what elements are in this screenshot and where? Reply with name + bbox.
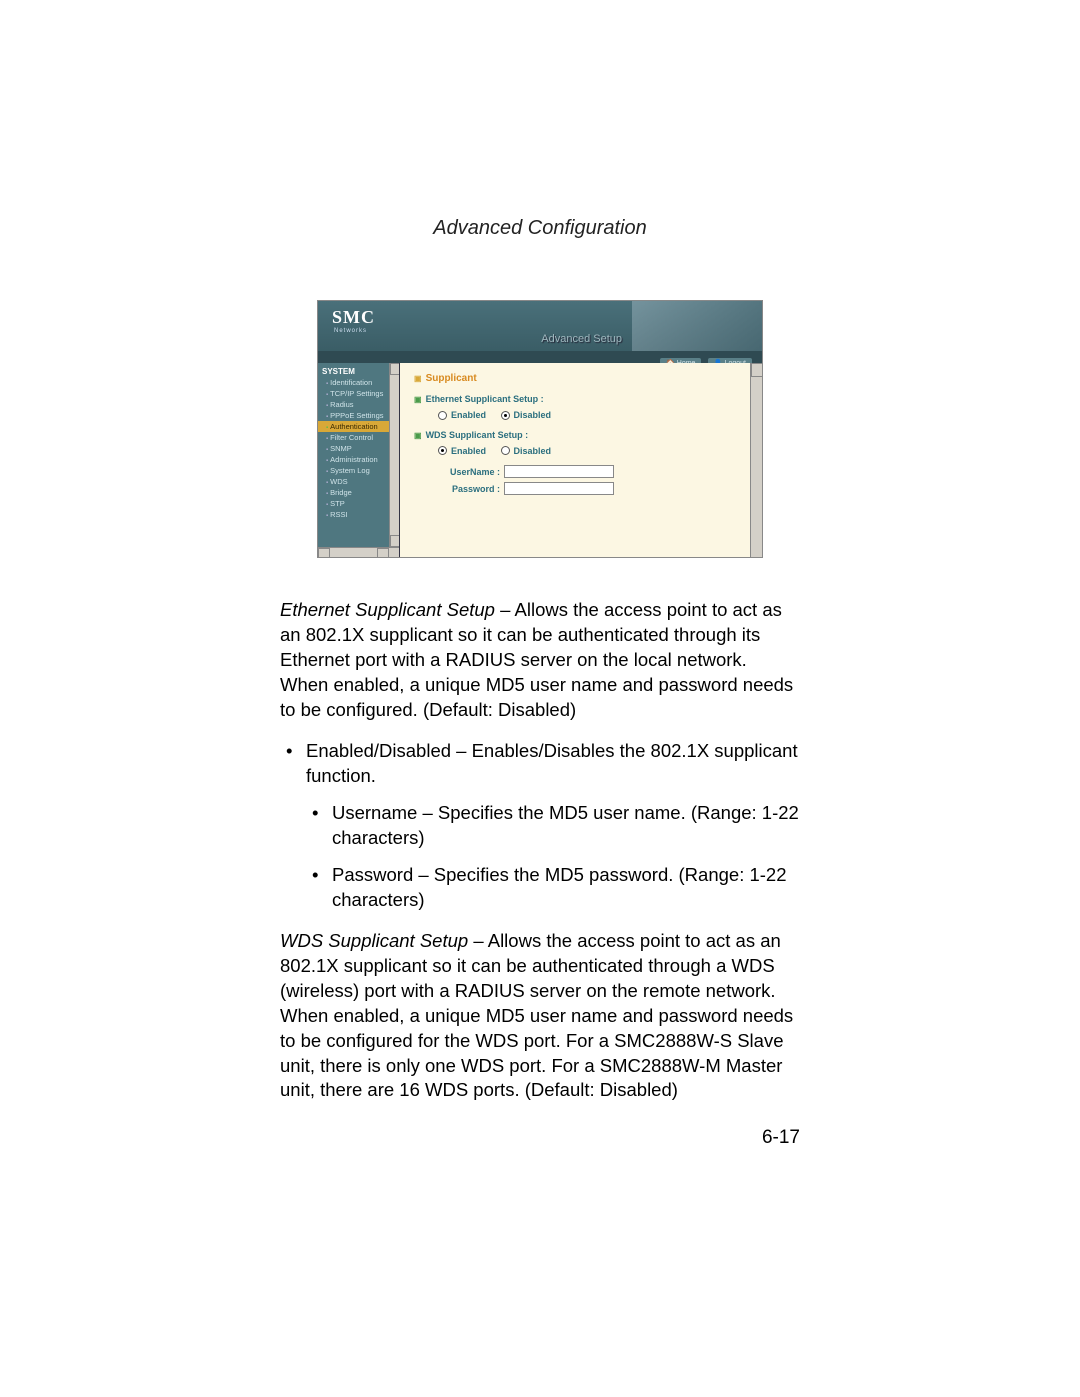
sidebar-item-systemlog[interactable]: System Log [318, 465, 399, 476]
sidebar-item-administration[interactable]: Administration [318, 454, 399, 465]
paragraph-ethernet: Ethernet Supplicant Setup – Allows the a… [280, 598, 800, 723]
brand-subtitle: Networks [318, 328, 375, 334]
sidebar-item-stp[interactable]: STP [318, 498, 399, 509]
sidebar-item-tcpip[interactable]: TCP/IP Settings [318, 388, 399, 399]
bullet-enabled-disabled: Enabled/Disabled – Enables/Disables the … [306, 739, 800, 913]
content-scrollbar-vertical[interactable] [750, 363, 762, 557]
app-header: SMC Networks Advanced Setup [318, 301, 762, 351]
paragraph-wds: WDS Supplicant Setup – Allows the access… [280, 929, 800, 1104]
sidebar-item-radius[interactable]: Radius [318, 399, 399, 410]
page-number: 6-17 [280, 1127, 800, 1149]
sidebar-item-authentication[interactable]: Authentication [318, 421, 399, 432]
content-pane: Supplicant Ethernet Supplicant Setup : E… [400, 363, 762, 557]
sidebar-item-rssi[interactable]: RSSI [318, 509, 399, 520]
sidebar: SYSTEM Identification TCP/IP Settings Ra… [318, 363, 400, 557]
sidebar-item-identification[interactable]: Identification [318, 377, 399, 388]
ethernet-lead: Ethernet Supplicant Setup [280, 599, 495, 620]
wds-radio-row: Enabled Disabled [438, 446, 748, 458]
radio-icon [501, 411, 510, 420]
bullet-username: Username – Specifies the MD5 user name. … [332, 801, 800, 851]
sidebar-item-pppoe[interactable]: PPPoE Settings [318, 410, 399, 421]
page-header: Advanced Configuration [280, 217, 800, 240]
sidebar-item-wds[interactable]: WDS [318, 476, 399, 487]
brand-logo: SMC [318, 301, 375, 328]
wds-body: – Allows the access point to act as an 8… [280, 930, 793, 1101]
ethernet-disabled-label: Disabled [514, 410, 552, 420]
ethernet-enabled-label: Enabled [451, 410, 486, 420]
sidebar-item-bridge[interactable]: Bridge [318, 487, 399, 498]
ethernet-radio-row: Enabled Disabled [438, 410, 748, 422]
username-input[interactable] [504, 465, 614, 478]
username-row: UserName : [438, 465, 748, 478]
sidebar-item-filter[interactable]: Filter Control [318, 432, 399, 443]
sidebar-item-snmp[interactable]: SNMP [318, 443, 399, 454]
wds-enabled-option[interactable]: Enabled [438, 446, 486, 456]
wds-disabled-label: Disabled [514, 446, 552, 456]
sidebar-heading: SYSTEM [318, 365, 399, 377]
screenshot-panel: SMC Networks Advanced Setup 🏠 Home 👤 Log… [317, 300, 763, 558]
wds-enabled-label: Enabled [451, 446, 486, 456]
header-graphic [632, 301, 762, 351]
wds-supplicant-title: WDS Supplicant Setup : [414, 430, 748, 440]
sidebar-scrollbar-horizontal[interactable] [318, 547, 399, 557]
password-input[interactable] [504, 482, 614, 495]
username-label: UserName : [438, 467, 504, 477]
body-text: Ethernet Supplicant Setup – Allows the a… [280, 598, 800, 1103]
sidebar-scrollbar-vertical[interactable] [389, 363, 399, 557]
wds-lead: WDS Supplicant Setup [280, 930, 468, 951]
ethernet-supplicant-title: Ethernet Supplicant Setup : [414, 394, 748, 404]
password-label: Password : [438, 484, 504, 494]
radio-icon [501, 446, 510, 455]
wds-disabled-option[interactable]: Disabled [501, 446, 552, 456]
ethernet-enabled-option[interactable]: Enabled [438, 410, 486, 420]
section-title: Supplicant [414, 373, 748, 384]
radio-icon [438, 446, 447, 455]
password-row: Password : [438, 482, 748, 495]
bullet-password: Password – Specifies the MD5 password. (… [332, 863, 800, 913]
ethernet-disabled-option[interactable]: Disabled [501, 410, 552, 420]
header-title: Advanced Setup [541, 333, 622, 345]
radio-icon [438, 411, 447, 420]
bullet-enabled-disabled-text: Enabled/Disabled – Enables/Disables the … [306, 740, 798, 786]
top-tabs: 🏠 Home 👤 Logout [318, 351, 762, 363]
